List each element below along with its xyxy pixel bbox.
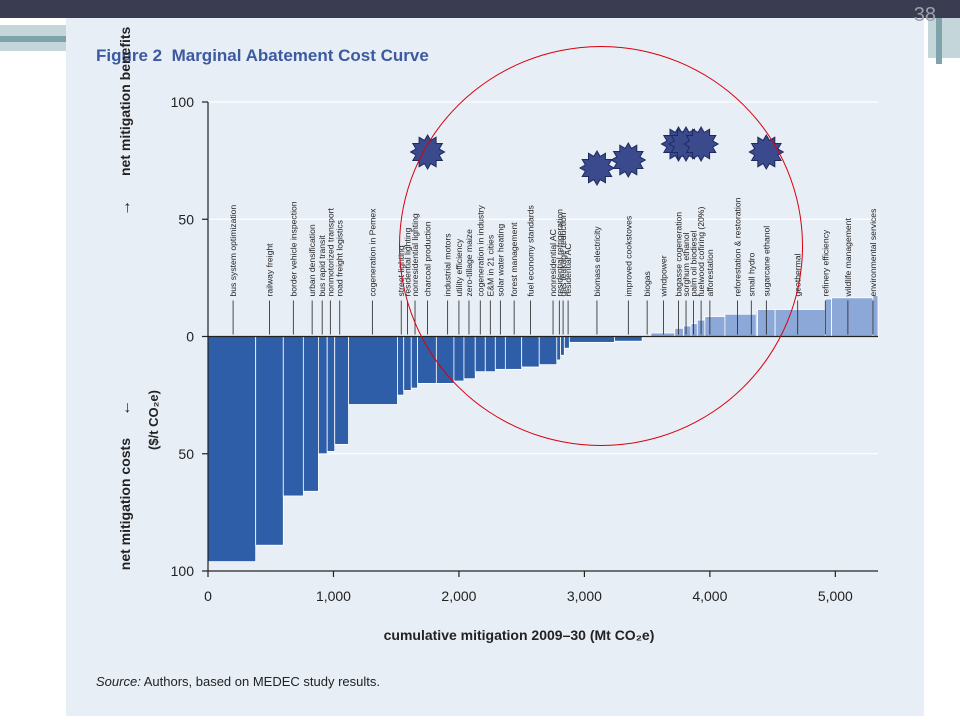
bar-3 xyxy=(302,336,319,492)
figure-title-prefix: Figure 2 xyxy=(96,46,163,65)
x-tick-label-1: 1,000 xyxy=(316,588,351,604)
x-tick-label-3: 3,000 xyxy=(567,588,602,604)
category-label-4: bus rapid transit xyxy=(317,235,327,297)
bar-38 xyxy=(831,297,874,337)
figure-title-text: Marginal Abatement Cost Curve xyxy=(171,46,429,65)
y-axis-title-lower: net mitigation costs xyxy=(117,438,133,570)
bar-5 xyxy=(326,336,336,452)
y-axis-unit: ($/t CO₂e) xyxy=(146,390,161,450)
bar-6 xyxy=(334,336,349,445)
y-tick-label-0: 100 xyxy=(171,94,195,110)
slide-decoration-right xyxy=(928,18,960,58)
x-tick-label-5: 5,000 xyxy=(818,588,853,604)
category-label-38: wildlife management xyxy=(843,218,853,298)
y-axis-title-upper: net mitigation benefits xyxy=(117,26,133,176)
y-axis-unit-group: ($/t CO₂e) xyxy=(146,390,161,450)
y-tick-label-1: 50 xyxy=(178,211,194,227)
bar-8 xyxy=(397,336,405,396)
bar-39 xyxy=(872,295,879,337)
y-tick-label-3: 50 xyxy=(178,446,194,462)
category-label-1: railway freight xyxy=(264,243,274,297)
category-label-6: road freight logistics xyxy=(335,220,345,296)
bar-7 xyxy=(348,336,398,405)
figure-source: Source: Authors, based on MEDEC study re… xyxy=(96,674,380,689)
y-axis-arrow-down: ← xyxy=(117,400,134,416)
y-tick-label-4: 100 xyxy=(171,563,195,579)
source-text: Authors, based on MEDEC study results. xyxy=(143,674,380,689)
y-axis-title-group: net mitigation costs ← → net mitigation … xyxy=(117,26,134,570)
bar-10 xyxy=(410,336,418,389)
category-label-7: cogeneration in Pemex xyxy=(367,208,377,297)
figure-title: Figure 2 Marginal Abatement Cost Curve xyxy=(96,46,429,66)
y-axis-arrow-up: → xyxy=(117,200,134,216)
x-tick-label-0: 0 xyxy=(204,588,212,604)
category-label-5: nonmotorized transport xyxy=(325,208,335,297)
category-label-37: refinery efficiency xyxy=(820,229,830,296)
slide-decoration-left-stripe xyxy=(0,36,66,42)
x-axis-title: cumulative mitigation 2009–30 (Mt CO₂e) xyxy=(384,627,655,643)
bar-1 xyxy=(255,336,284,546)
category-label-0: bus system optimization xyxy=(228,205,238,297)
category-label-3: urban densification xyxy=(307,224,317,296)
bar-37 xyxy=(824,298,832,337)
bar-2 xyxy=(282,336,304,497)
slide-decoration-right-stripe xyxy=(936,18,942,64)
highlight-ellipse xyxy=(399,46,803,446)
y-tick-label-2: 0 xyxy=(186,329,194,345)
slide-page-number: 38 xyxy=(913,4,936,26)
category-label-39: environmental services xyxy=(868,209,878,297)
x-tick-label-2: 2,000 xyxy=(441,588,476,604)
bar-9 xyxy=(403,336,412,391)
source-label: Source: xyxy=(96,674,141,689)
slide-top-band xyxy=(0,0,960,18)
category-label-2: border vehicle inspection xyxy=(288,201,298,296)
bar-4 xyxy=(318,336,328,455)
bar-0 xyxy=(207,336,257,563)
x-tick-label-4: 4,000 xyxy=(692,588,727,604)
